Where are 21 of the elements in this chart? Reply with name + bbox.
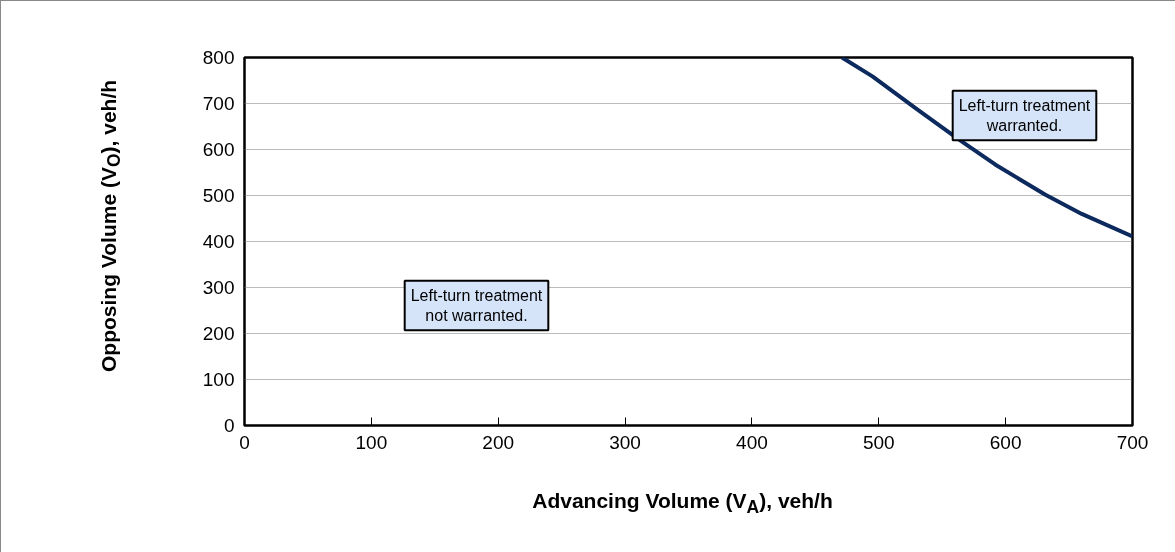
x-tick-label: 100 (355, 431, 388, 453)
x-tick-label: 600 (989, 431, 1022, 453)
x-tick-label: 0 (239, 431, 250, 453)
x-tick-label: 700 (1116, 431, 1149, 453)
annotation: Left-turn treatment warranted. (958, 96, 1091, 135)
y-tick-label: 800 (202, 47, 235, 68)
y-tick-label: 500 (202, 185, 235, 206)
x-tick-label: 200 (482, 431, 515, 453)
line-series (840, 57, 1133, 239)
x-tick-label: 500 (862, 431, 895, 453)
annotation: Left-turn treatment not warranted. (410, 286, 543, 325)
x-tick-label: 400 (736, 431, 768, 453)
x-axis-title: Advancing Volume (V$_{A}$), veh/h (531, 488, 834, 520)
y-tick-label: 0 (223, 415, 235, 436)
y-tick-label: 600 (202, 139, 235, 160)
y-tick-label: 300 (202, 277, 235, 298)
x-tick-label: 300 (609, 431, 641, 453)
y-tick-label: 100 (202, 369, 235, 390)
y-tick-label: 700 (202, 93, 235, 114)
y-tick-label: 400 (202, 231, 235, 252)
y-tick-label: 200 (202, 323, 235, 344)
